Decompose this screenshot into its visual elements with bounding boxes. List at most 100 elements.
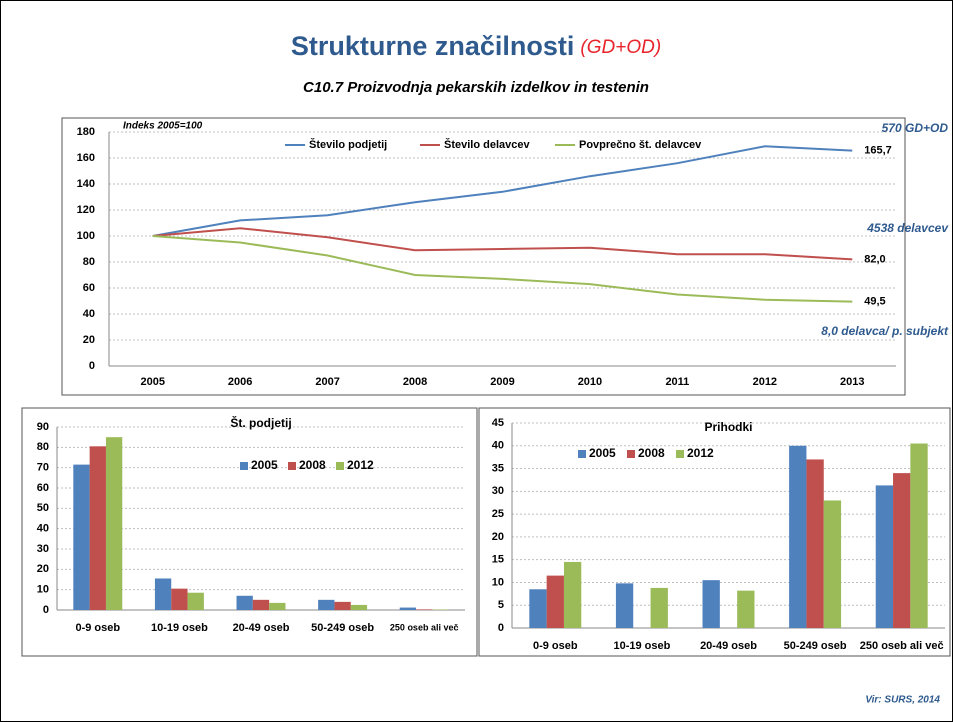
line <box>152 227 853 261</box>
bar <box>702 580 720 628</box>
y-tick-label: 40 <box>492 440 504 452</box>
annotation: 570 GD+OD <box>882 121 949 135</box>
bar <box>789 445 807 628</box>
y-tick-label: 30 <box>492 485 504 497</box>
y-tick-label: 180 <box>77 126 95 138</box>
legend-label: 2012 <box>687 446 714 460</box>
legend-swatch <box>676 450 684 458</box>
x-tick-label: 2012 <box>753 376 777 388</box>
bar <box>823 500 842 628</box>
y-tick-label: 45 <box>492 417 504 429</box>
bar <box>615 583 634 628</box>
x-tick-label: 20-49 oseb <box>233 622 290 634</box>
bar <box>893 473 911 628</box>
y-tick-label: 25 <box>492 508 504 520</box>
x-tick-label: 2007 <box>315 376 339 388</box>
annotation: Indeks 2005=100 <box>123 121 203 132</box>
y-tick-label: 20 <box>492 531 504 543</box>
chart-title: Prihodki <box>704 420 752 434</box>
legend-label: 2012 <box>347 458 374 472</box>
bar <box>529 589 547 628</box>
bar <box>187 592 204 610</box>
bar <box>650 587 668 628</box>
subtitle: C10.7 Proizvodnja pekarskih izdelkov in … <box>303 79 649 96</box>
source: Vir: SURS, 2014 <box>865 695 940 706</box>
value-label: 49,5 <box>864 296 885 308</box>
y-tick-label: 160 <box>77 152 95 164</box>
x-tick-label: 2011 <box>665 376 689 388</box>
slide-title: Strukturne značilnosti (GD+OD) <box>291 31 661 61</box>
x-tick-label: 10-19 oseb <box>151 622 208 634</box>
y-tick-label: 0 <box>89 360 95 372</box>
legend-label: Število podjetij <box>309 138 387 151</box>
y-tick-label: 0 <box>43 604 49 616</box>
chart-frame <box>61 117 906 396</box>
x-tick-label: 0-9 oseb <box>75 622 120 634</box>
bar <box>318 599 335 610</box>
legend-swatch <box>627 450 635 458</box>
x-tick-label: 2013 <box>840 376 864 388</box>
x-tick-label: 50-249 oseb <box>784 640 847 652</box>
x-tick-label: 0-9 oseb <box>533 640 578 652</box>
value-label: 165,7 <box>864 144 892 156</box>
y-tick-label: 5 <box>498 599 504 611</box>
bar <box>875 485 894 628</box>
bar <box>73 464 90 610</box>
annotation: 4538 delavcev <box>866 221 949 235</box>
x-tick-label: 2005 <box>140 376 164 388</box>
bar <box>154 578 172 610</box>
legend-label: Število delavcev <box>444 138 530 151</box>
legend-swatch <box>240 462 248 470</box>
y-tick-label: 15 <box>492 554 504 566</box>
y-tick-label: 70 <box>37 462 49 474</box>
y-tick-label: 10 <box>37 584 49 596</box>
legend-label: Povprečno št. delavcev <box>579 139 702 151</box>
legend-swatch <box>578 450 586 458</box>
x-tick-label: 2009 <box>490 376 514 388</box>
x-tick-label: 2008 <box>403 376 427 388</box>
line <box>152 235 853 303</box>
legend-swatch <box>288 462 296 470</box>
y-tick-label: 60 <box>37 482 49 494</box>
legend-label: 2005 <box>589 446 616 460</box>
bar <box>252 599 270 610</box>
bar <box>236 595 253 610</box>
y-tick-label: 50 <box>37 502 49 514</box>
y-tick-label: 140 <box>77 178 95 190</box>
title-note: (GD+OD) <box>580 37 661 58</box>
bar <box>350 604 368 610</box>
y-tick-label: 20 <box>83 334 95 346</box>
bar <box>546 575 564 628</box>
bar <box>269 602 286 610</box>
y-tick-label: 35 <box>492 462 504 474</box>
y-tick-label: 30 <box>37 543 49 555</box>
y-tick-label: 90 <box>37 421 49 433</box>
bar <box>563 561 582 628</box>
x-tick-label: 50-249 oseb <box>311 622 374 634</box>
y-tick-label: 100 <box>77 230 95 242</box>
bar <box>334 601 351 610</box>
y-tick-label: 40 <box>83 308 95 320</box>
x-tick-label: 2010 <box>578 376 602 388</box>
x-tick-label: 10-19 oseb <box>613 640 670 652</box>
bar <box>171 588 188 610</box>
y-tick-label: 120 <box>77 204 95 216</box>
x-tick-label: 2006 <box>228 376 252 388</box>
bar <box>416 609 433 610</box>
legend-label: 2008 <box>638 446 665 460</box>
y-tick-label: 10 <box>492 576 504 588</box>
x-tick-label: 20-49 oseb <box>700 640 757 652</box>
y-tick-label: 80 <box>83 256 95 268</box>
y-tick-label: 80 <box>37 441 49 453</box>
legend-label: 2008 <box>299 458 326 472</box>
x-tick-label: 250 oseb ali več <box>390 622 459 632</box>
x-tick-label: 250 oseb ali več <box>860 640 944 652</box>
y-tick-label: 60 <box>83 282 95 294</box>
line <box>152 145 853 237</box>
y-tick-label: 20 <box>37 563 49 575</box>
title-main: Strukturne značilnosti <box>291 31 575 61</box>
legend-label: 2005 <box>251 458 278 472</box>
bar <box>105 437 123 610</box>
bar <box>806 459 824 628</box>
annotation: 8,0 delavca/ p. subjekt <box>821 324 949 338</box>
